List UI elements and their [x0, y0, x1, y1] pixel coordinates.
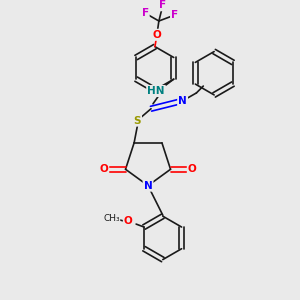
Text: HN: HN	[147, 86, 165, 96]
Text: N: N	[144, 181, 152, 190]
Text: O: O	[124, 216, 133, 226]
Text: S: S	[134, 116, 141, 126]
Text: O: O	[152, 30, 161, 40]
Text: F: F	[159, 0, 167, 10]
Text: F: F	[142, 8, 148, 18]
Text: O: O	[100, 164, 108, 174]
Text: N: N	[178, 96, 187, 106]
Text: F: F	[171, 10, 178, 20]
Text: O: O	[188, 164, 197, 174]
Text: CH₃: CH₃	[103, 214, 120, 223]
